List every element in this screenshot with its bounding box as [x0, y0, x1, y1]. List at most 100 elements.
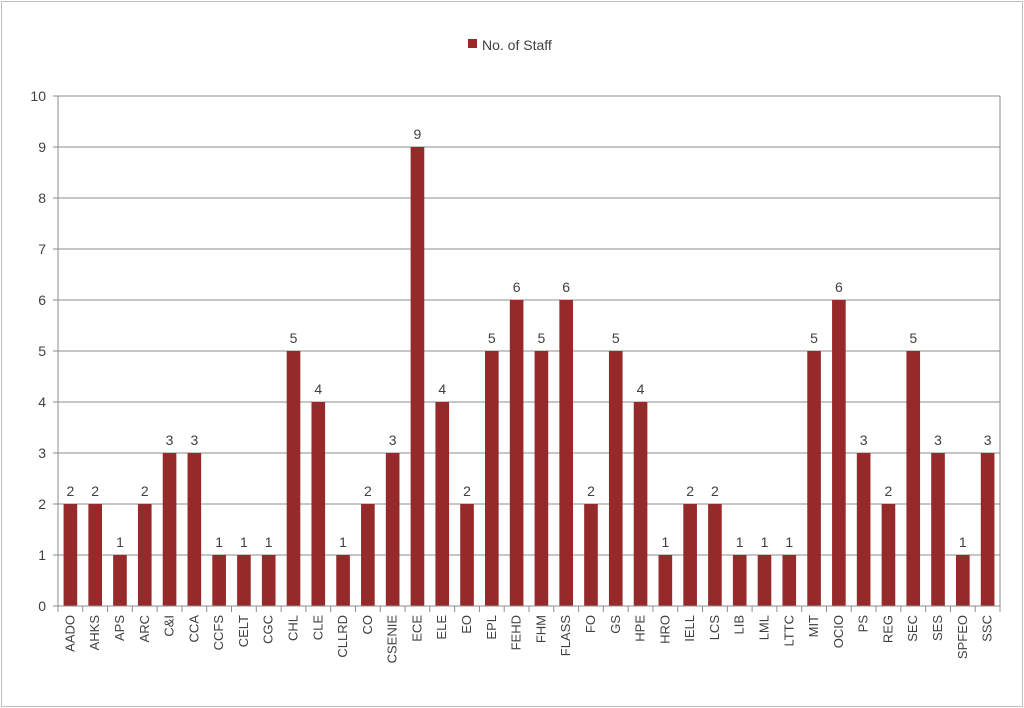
x-tick-label: CGC — [261, 615, 276, 644]
x-tick-label: CLE — [310, 615, 325, 641]
x-axis: AADO AHKS APS ARC C&I CCA CCFS CELT CGC CHL CLE CLL… — [57, 605, 1001, 663]
bar-eo — [460, 504, 474, 606]
bar-csenie — [385, 453, 400, 606]
y-tick-label: 9 — [38, 139, 46, 155]
data-label: 5 — [810, 330, 818, 346]
y-tick-label: 0 — [38, 598, 46, 614]
bar-ece — [410, 147, 425, 606]
bar-celt — [237, 555, 251, 606]
bar-hro — [658, 555, 673, 606]
x-tick-label: EO — [459, 615, 474, 634]
x-tick-label: ELE — [434, 615, 449, 640]
x-tick-label: SEC — [905, 615, 920, 642]
x-tick-label: EPL — [484, 615, 499, 640]
data-label: 5 — [537, 330, 545, 346]
x-tick-label: HRO — [657, 615, 672, 644]
bar-sec — [906, 351, 921, 606]
data-label: 5 — [612, 330, 620, 346]
bar-ses — [931, 453, 945, 606]
x-tick-label: ECE — [409, 615, 424, 642]
data-label: 2 — [686, 483, 694, 499]
data-label: 2 — [66, 483, 74, 499]
x-tick-label: AADO — [62, 615, 77, 652]
bar-iell — [683, 504, 697, 606]
bar-lttc — [782, 555, 797, 606]
data-label: 1 — [339, 534, 347, 550]
x-tick-label: FHM — [533, 615, 548, 643]
bar-ssc — [980, 453, 995, 606]
x-tick-label: CO — [360, 615, 375, 635]
data-label: 3 — [934, 432, 942, 448]
data-label: 1 — [736, 534, 744, 550]
data-label: 4 — [314, 381, 322, 397]
data-label: 3 — [860, 432, 868, 448]
bar-chl — [286, 351, 301, 606]
bar-fehd — [509, 300, 524, 606]
x-tick-label: ARC — [137, 615, 152, 642]
x-tick-label: APS — [112, 615, 127, 641]
data-label: 5 — [290, 330, 298, 346]
bar-epl — [484, 351, 499, 606]
bar-lml — [757, 555, 772, 606]
x-tick-label: FEHD — [509, 615, 524, 650]
legend-label: No. of Staff — [482, 37, 552, 53]
data-label: 1 — [959, 534, 967, 550]
data-label: 1 — [240, 534, 248, 550]
data-label: 2 — [364, 483, 372, 499]
bar-cgc — [261, 555, 276, 606]
data-label: 2 — [463, 483, 471, 499]
x-tick-label: REG — [880, 615, 895, 643]
data-label: 1 — [265, 534, 273, 550]
y-tick-label: 5 — [38, 343, 46, 359]
data-label: 2 — [587, 483, 595, 499]
x-tick-label: AHKS — [87, 615, 102, 651]
data-label: 1 — [661, 534, 669, 550]
data-label: 3 — [166, 432, 174, 448]
data-label: 1 — [785, 534, 793, 550]
x-tick-label: CLLRD — [335, 615, 350, 658]
data-label: 1 — [215, 534, 223, 550]
bar-lib — [732, 555, 747, 606]
bar-cllrd — [336, 555, 350, 606]
bar-reg — [881, 504, 896, 606]
x-tick-label: CCA — [186, 615, 201, 643]
x-tick-label: FO — [583, 615, 598, 633]
data-label: 4 — [438, 381, 446, 397]
bar-ccfs — [212, 555, 226, 606]
y-tick-label: 7 — [38, 241, 46, 257]
x-tick-label: HPE — [633, 615, 648, 642]
x-tick-label: MIT — [806, 615, 821, 637]
x-tick-label: LTTC — [781, 615, 796, 647]
data-label: 5 — [909, 330, 917, 346]
data-label: 3 — [389, 432, 397, 448]
y-axis: 0 1 2 3 4 5 6 7 8 9 10 — [30, 88, 1001, 614]
bar-ci — [162, 453, 177, 606]
data-label: 6 — [513, 279, 521, 295]
data-label: 3 — [984, 432, 992, 448]
y-tick-label: 3 — [38, 445, 46, 461]
x-tick-label: LIB — [732, 615, 747, 635]
bar-cca — [187, 453, 202, 606]
bar-aps — [113, 555, 127, 606]
x-tick-label: SES — [930, 615, 945, 641]
y-tick-label: 10 — [30, 88, 46, 104]
bar-arc — [137, 504, 152, 606]
y-tick-label: 2 — [38, 496, 46, 512]
y-tick-label: 6 — [38, 292, 46, 308]
data-label: 2 — [711, 483, 719, 499]
data-label: 1 — [116, 534, 124, 550]
legend-swatch — [468, 39, 477, 48]
data-label: 1 — [761, 534, 769, 550]
x-tick-label: GS — [608, 615, 623, 634]
bar-fo — [584, 504, 598, 606]
bar-ele — [435, 402, 450, 606]
x-tick-label: C&I — [162, 615, 177, 637]
bar-cle — [311, 402, 326, 606]
x-tick-label: LML — [757, 615, 772, 640]
data-label: 2 — [885, 483, 893, 499]
legend: No. of Staff — [468, 37, 552, 53]
data-label: 4 — [637, 381, 645, 397]
x-tick-label: OCIO — [831, 615, 846, 648]
